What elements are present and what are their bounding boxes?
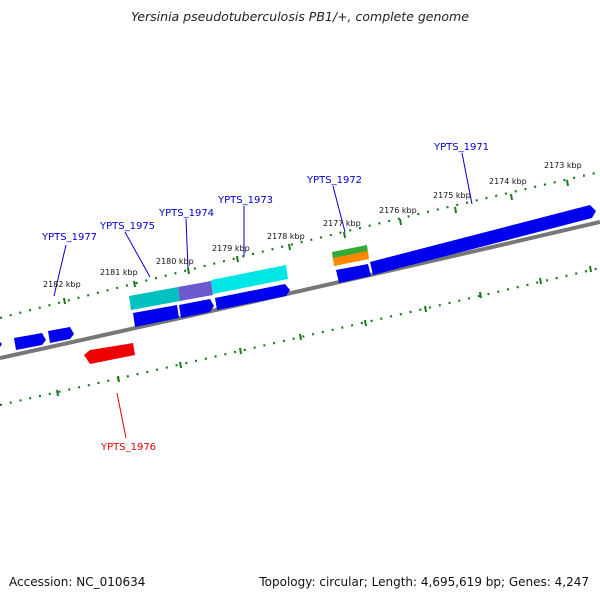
gene-label-1973[interactable]: YPTS_1973 [217,195,273,206]
label-pointers [53,152,473,439]
gene-orange-1972[interactable] [333,251,369,266]
gene-arrow[interactable] [179,299,214,318]
gene-cyan-1975[interactable] [129,287,180,310]
gene-green-1972[interactable] [332,245,368,260]
inner-major-ticks [56,265,592,397]
gene-label-1976[interactable]: YPTS_1976 [100,442,156,453]
topology-text: Topology: circular; Length: 4,695,619 bp… [259,575,589,589]
accession-text: Accession: NC_010634 [9,575,146,589]
genome-backbone [0,220,600,360]
gene-arrow[interactable] [14,333,46,350]
gene-red-1976[interactable] [84,343,135,364]
forward-genes [0,205,596,350]
gene-label-1974[interactable]: YPTS_1974 [158,208,214,219]
gene-arrow[interactable] [336,264,371,283]
gene-labels: YPTS_1977 YPTS_1975 YPTS_1974 YPTS_1973 … [41,142,489,453]
outer-major-ticks [63,179,569,305]
gene-arrow[interactable] [48,327,74,343]
gene-arrow[interactable] [133,305,179,327]
map-title: Yersinia pseudotuberculosis PB1/+, compl… [131,9,469,24]
kbp-label: 2176 kbp [379,206,417,215]
gene-label-1975[interactable]: YPTS_1975 [99,221,155,232]
gene-label-1977[interactable]: YPTS_1977 [41,232,97,243]
kbp-label: 2178 kbp [267,232,305,241]
kbp-labels: 2182 kbp 2181 kbp 2180 kbp 2179 kbp 2178… [43,161,582,289]
kbp-label: 2177 kbp [323,219,361,228]
gene-arrow[interactable] [370,205,596,275]
outer-tick-track [0,170,600,320]
gene-label-1971[interactable]: YPTS_1971 [433,142,489,153]
kbp-label: 2174 kbp [489,177,527,186]
gene-purple-1974[interactable] [178,281,213,301]
gene-arrow[interactable] [215,284,290,310]
kbp-label: 2181 kbp [100,268,138,277]
kbp-label: 2179 kbp [212,244,250,253]
gene-arrow[interactable] [0,340,2,350]
gene-cyan-1973[interactable] [211,265,288,294]
gene-label-1972[interactable]: YPTS_1972 [306,175,362,186]
kbp-label: 2173 kbp [544,161,582,170]
kbp-label: 2180 kbp [156,257,194,266]
kbp-label: 2182 kbp [43,280,81,289]
kbp-label: 2175 kbp [433,191,471,200]
